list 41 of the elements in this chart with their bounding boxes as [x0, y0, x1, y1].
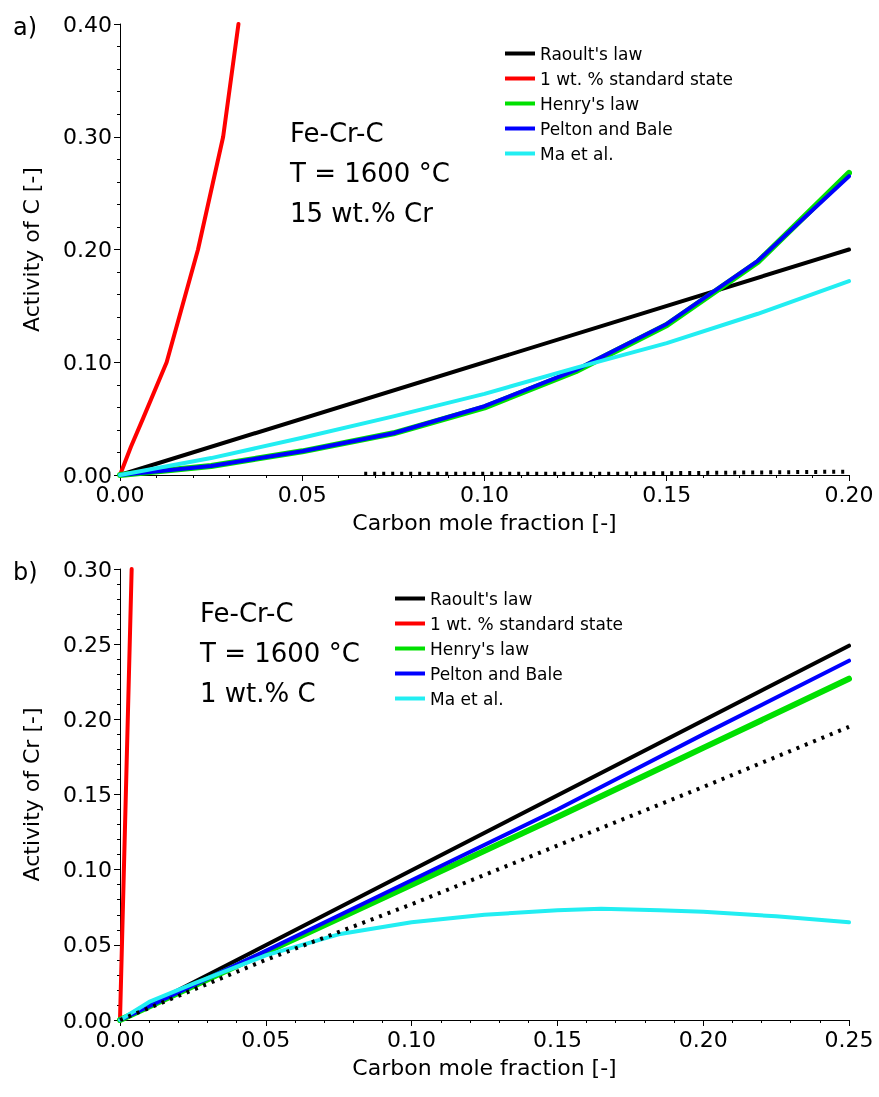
legend-label: Pelton and Bale	[430, 663, 563, 684]
legend-label: Pelton and Bale	[540, 118, 673, 139]
y-tick-label: 0.05	[63, 932, 112, 958]
x-tick-label: 0.25	[824, 1026, 874, 1052]
y-axis-title: Activity of C [-]	[18, 167, 44, 332]
x-tick-label: 0.15	[642, 481, 692, 507]
x-tick-label: 0.05	[277, 481, 327, 507]
y-tick-label: 0.20	[63, 706, 112, 732]
annotation: 1 wt.% C	[200, 678, 316, 708]
chart-title: a)	[13, 13, 38, 41]
annotation: T = 1600 °C	[199, 638, 360, 668]
y-tick-label: 0.25	[63, 631, 112, 657]
chart-title: b)	[13, 558, 38, 586]
legend-label: Henry's law	[540, 93, 640, 114]
legend-label: Raoult's law	[430, 588, 533, 609]
y-tick-label: 0.30	[63, 124, 112, 150]
legend-label: 1 wt. % standard state	[430, 613, 624, 634]
x-tick-label: 0.05	[241, 1026, 291, 1052]
annotation: Fe-Cr-C	[290, 118, 384, 148]
x-tick-label: 0.20	[678, 1026, 728, 1052]
legend-label: Ma et al.	[430, 688, 504, 709]
y-tick-label: 0.15	[63, 782, 112, 807]
legend-label: Ma et al.	[540, 143, 614, 164]
y-axis-title: Activity of Cr [-]	[18, 707, 44, 882]
legend-label: Raoult's law	[540, 43, 643, 64]
x-axis-title: Carbon mole fraction [-]	[352, 1054, 617, 1080]
y-tick-label: 0.30	[63, 556, 112, 582]
x-tick-label: 0.10	[460, 481, 509, 507]
annotation: T = 1600 °C	[289, 158, 450, 188]
x-axis-title: Carbon mole fraction [-]	[352, 509, 617, 535]
x-tick-label: 0.20	[824, 481, 874, 507]
x-tick-label: 0.15	[532, 1026, 582, 1052]
y-tick-label: 0.10	[63, 349, 112, 375]
y-tick-label: 0.20	[63, 237, 112, 262]
annotation: Fe-Cr-C	[200, 598, 294, 628]
legend-label: 1 wt. % standard state	[540, 68, 734, 89]
x-tick-label: 0.10	[387, 1026, 437, 1052]
legend-label: Henry's law	[430, 638, 530, 659]
y-tick-label: 0.10	[63, 857, 112, 883]
annotation: 15 wt.% Cr	[290, 198, 434, 228]
y-tick-label: 0.40	[63, 11, 112, 37]
